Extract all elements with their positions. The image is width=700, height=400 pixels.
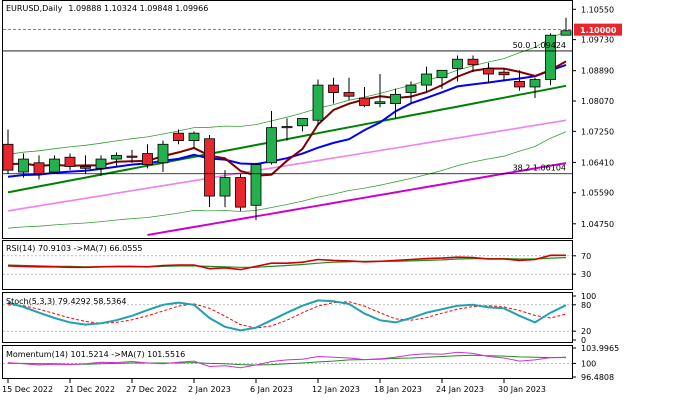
price-tick-label: 1.06410 — [581, 158, 614, 167]
candle-bull — [312, 84, 324, 121]
fib-level-label: 38.2 1.06104 — [513, 164, 566, 173]
price-tick-label: 1.08890 — [581, 67, 614, 76]
candle-bull — [49, 158, 60, 173]
stoch-tick-label: 80 — [581, 301, 591, 310]
candle-bull — [405, 84, 417, 93]
momentum-value-line — [7, 351, 566, 369]
candle-bull — [281, 126, 293, 129]
candle-bear — [498, 71, 510, 76]
candle-bull — [436, 69, 448, 79]
candle-bull — [250, 164, 262, 206]
time-tick-label: 6 Jan 2023 — [250, 385, 293, 394]
price-tick-label: 1.08070 — [581, 97, 614, 106]
candle-bear — [514, 81, 525, 88]
candle-bear — [80, 166, 91, 169]
bollinger-lower-line — [7, 131, 567, 229]
rsi-tick-label: 30 — [581, 270, 591, 279]
price-tick-label: 1.07250 — [581, 127, 614, 136]
rsi-value-line — [7, 254, 566, 271]
candle-bull — [529, 79, 541, 88]
candle-bear — [467, 58, 479, 66]
momentum-tick-label: 103.9965 — [581, 344, 619, 353]
momentum-tick-label: 96.4808 — [581, 373, 614, 382]
candle-bull — [111, 154, 122, 160]
price-tick-label: 1.04750 — [581, 220, 614, 229]
time-tick-label: 12 Jan 2023 — [312, 385, 360, 394]
time-tick-label: 27 Dec 2022 — [126, 385, 177, 394]
candle-bear — [359, 97, 370, 106]
time-tick-label: 21 Dec 2022 — [64, 385, 115, 394]
candle-bear — [343, 92, 355, 97]
candle-bull — [560, 30, 572, 36]
stoch-label: Stoch(5,3,3) 79.4292 58.5364 — [6, 297, 126, 306]
price-tick-label: 1.09730 — [581, 36, 614, 45]
candles — [2, 17, 572, 221]
price-tick-label: 1.05590 — [581, 189, 614, 198]
candle-bear — [483, 68, 494, 75]
candle-bull — [219, 177, 231, 197]
candle-bear — [33, 162, 45, 175]
time-axis: 15 Dec 2022 21 Dec 2022 27 Dec 2022 2 Jan 2… — [2, 379, 546, 394]
candle-bear — [126, 155, 138, 158]
stoch-tick-label: 100 — [581, 292, 596, 301]
momentum-ma-line — [8, 354, 567, 366]
momentum-tick-label: 100 — [581, 359, 596, 368]
stoch-tick-label: 20 — [581, 327, 591, 336]
ma-long-line — [7, 119, 567, 212]
rsi-tick-label: 70 — [581, 252, 591, 261]
candle-bear — [204, 138, 215, 197]
ohlc-label: 1.09888 1.10324 1.09848 1.09966 — [68, 4, 208, 13]
candle-bull — [421, 73, 432, 86]
candle-bear — [235, 177, 246, 208]
candle-bull — [297, 117, 308, 127]
stoch-panel-frame — [2, 292, 573, 343]
candle-bull — [452, 58, 463, 69]
annotations: 50.0 1.09424 38.2 1.06104 — [3, 29, 572, 175]
stoch-k-line — [7, 299, 567, 332]
time-tick-label: 15 Dec 2022 — [2, 385, 53, 394]
candle-bull — [374, 101, 386, 104]
candle-bull — [390, 93, 401, 104]
momentum-panel-frame — [2, 345, 573, 379]
candle-bull — [157, 143, 169, 164]
fib-level-label: 50.0 1.09424 — [513, 41, 566, 50]
current-price-tag — [574, 23, 622, 36]
candle-bear — [64, 156, 76, 167]
chart-title: EURUSD,Daily 1.09888 1.10324 1.09848 1.09… — [6, 4, 208, 13]
time-tick-label: 30 Jan 2023 — [498, 385, 546, 394]
symbol-label: EURUSD,Daily — [6, 4, 63, 13]
time-tick-label: 18 Jan 2023 — [374, 385, 422, 394]
candle-bull — [188, 132, 200, 141]
time-tick-label: 2 Jan 2023 — [188, 385, 231, 394]
candle-bull — [545, 34, 556, 80]
ma-very-long-line — [147, 162, 567, 236]
candle-bear — [2, 143, 14, 171]
candle-bull — [266, 127, 277, 164]
current-price-value: 1.10000 — [580, 26, 617, 35]
momentum-label: Momentum(14) 101.5214 ->MA(7) 101.5516 — [6, 350, 185, 359]
stoch-tick-label: 0 — [581, 336, 586, 345]
candle-bull — [95, 158, 107, 169]
candle-bear — [142, 153, 153, 166]
candle-bear — [328, 84, 339, 93]
price-tick-label: 1.10550 — [581, 5, 614, 14]
price-axis: 1.10550 1.09730 1.08890 1.08070 1.07250 1.064… — [572, 5, 622, 229]
candle-bear — [173, 132, 184, 141]
candle-bull — [18, 158, 29, 173]
rsi-label: RSI(14) 70.9103 ->MA(7) 66.0555 — [6, 244, 143, 253]
time-tick-label: 24 Jan 2023 — [436, 385, 484, 394]
